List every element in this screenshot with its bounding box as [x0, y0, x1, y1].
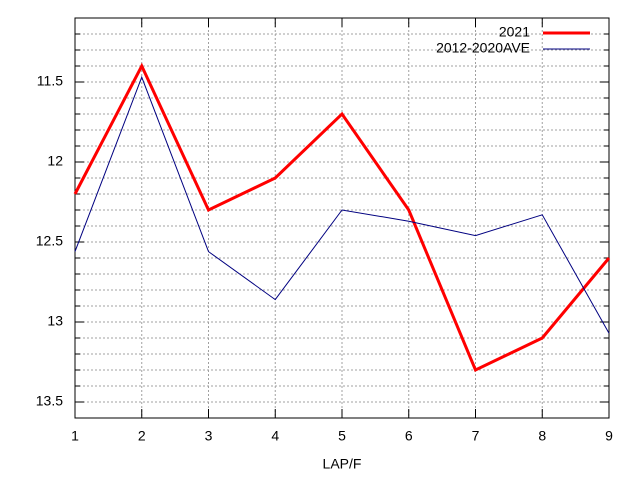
y-tick-label: 12 [47, 153, 63, 169]
x-tick-label: 7 [472, 428, 480, 444]
legend-label: 2021 [499, 24, 530, 40]
x-tick-label: 4 [271, 428, 279, 444]
x-tick-label: 6 [405, 428, 413, 444]
x-axis-label: LAP/F [323, 456, 362, 472]
x-tick-label: 5 [338, 428, 346, 444]
series-line [73, 62, 611, 373]
series-line [74, 75, 610, 334]
x-tick-label: 1 [71, 428, 79, 444]
x-tick-label: 3 [205, 428, 213, 444]
y-tick-label: 12.5 [36, 233, 63, 249]
y-tick-label: 13.5 [36, 393, 63, 409]
legend-label: 2012-2020AVE [436, 40, 530, 56]
y-tick-label: 13 [47, 313, 63, 329]
x-tick-label: 8 [538, 428, 546, 444]
x-tick-label: 2 [138, 428, 146, 444]
x-tick-label: 9 [605, 428, 613, 444]
plot-frame [74, 17, 610, 419]
y-tick-label: 11.5 [37, 73, 63, 89]
